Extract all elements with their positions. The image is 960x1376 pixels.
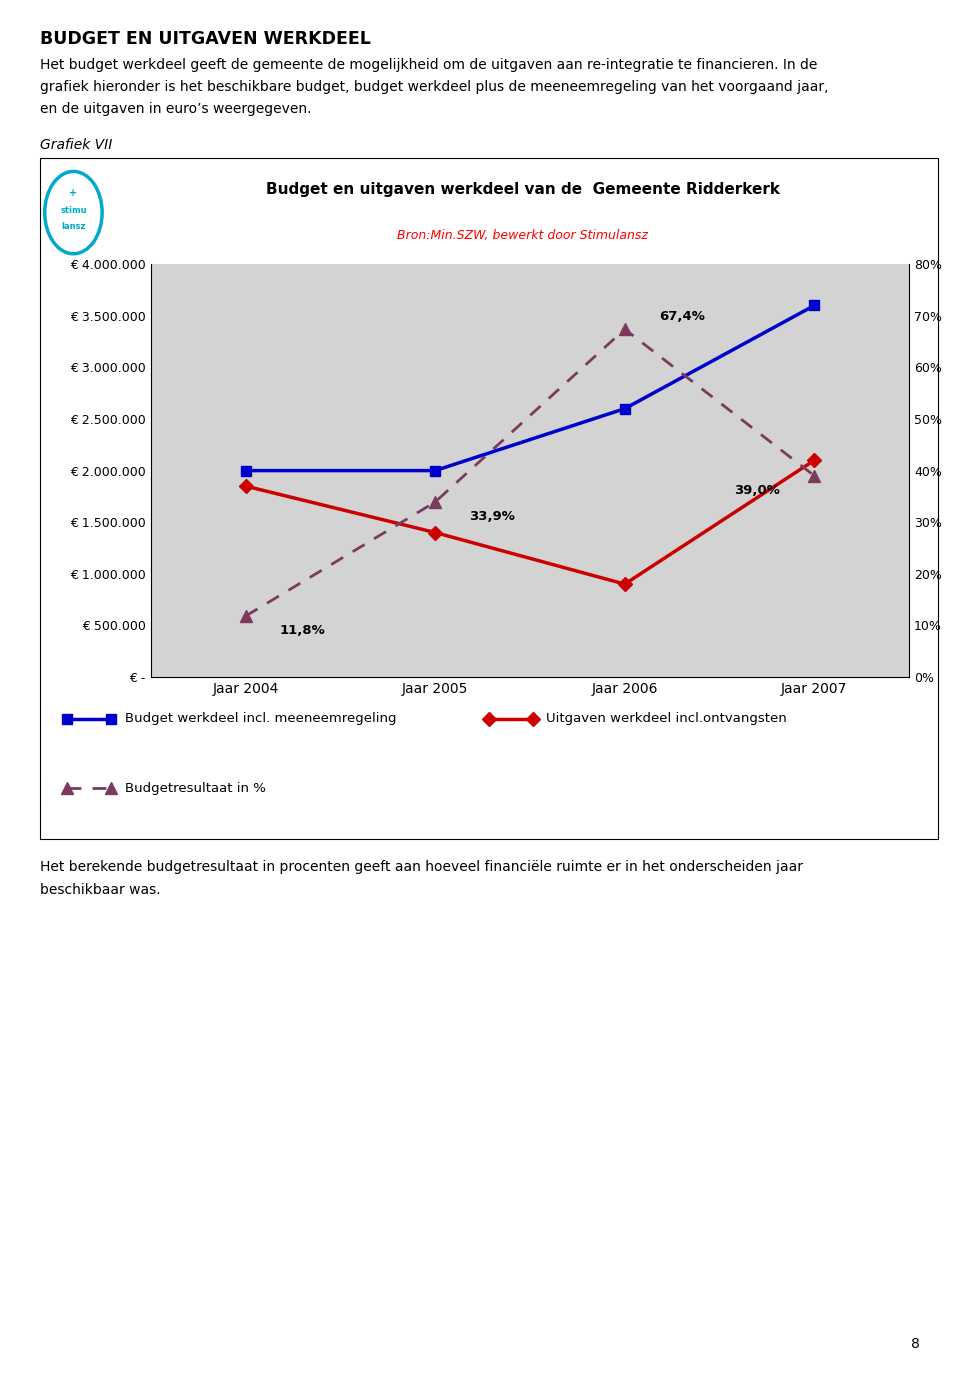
Text: grafiek hieronder is het beschikbare budget, budget werkdeel plus de meeneemrege: grafiek hieronder is het beschikbare bud… <box>40 80 828 94</box>
Text: 39,0%: 39,0% <box>734 484 780 497</box>
Text: en de uitgaven in euro’s weergegeven.: en de uitgaven in euro’s weergegeven. <box>40 102 312 116</box>
Text: stimu: stimu <box>60 206 86 215</box>
Text: +: + <box>69 189 78 198</box>
Text: 11,8%: 11,8% <box>279 625 325 637</box>
Text: Budget werkdeel incl. meeneemregeling: Budget werkdeel incl. meeneemregeling <box>125 711 396 725</box>
Text: Grafiek VII: Grafiek VII <box>40 138 112 151</box>
Text: 33,9%: 33,9% <box>469 510 516 523</box>
Text: Budget en uitgaven werkdeel van de  Gemeente Ridderkerk: Budget en uitgaven werkdeel van de Gemee… <box>266 183 780 198</box>
Text: Het berekende budgetresultaat in procenten geeft aan hoeveel financiële ruimte e: Het berekende budgetresultaat in procent… <box>40 860 804 874</box>
Text: Budgetresultaat in %: Budgetresultaat in % <box>125 782 266 795</box>
Text: BUDGET EN UITGAVEN WERKDEEL: BUDGET EN UITGAVEN WERKDEEL <box>40 30 372 48</box>
Text: beschikbaar was.: beschikbaar was. <box>40 883 161 897</box>
Text: Het budget werkdeel geeft de gemeente de mogelijkheid om de uitgaven aan re-inte: Het budget werkdeel geeft de gemeente de… <box>40 58 818 72</box>
Text: 67,4%: 67,4% <box>659 310 705 323</box>
Text: 8: 8 <box>911 1337 920 1351</box>
Text: Bron:Min.SZW, bewerkt door Stimulansz: Bron:Min.SZW, bewerkt door Stimulansz <box>397 230 648 242</box>
Text: lansz: lansz <box>61 222 85 231</box>
Text: Uitgaven werkdeel incl.ontvangsten: Uitgaven werkdeel incl.ontvangsten <box>546 711 787 725</box>
